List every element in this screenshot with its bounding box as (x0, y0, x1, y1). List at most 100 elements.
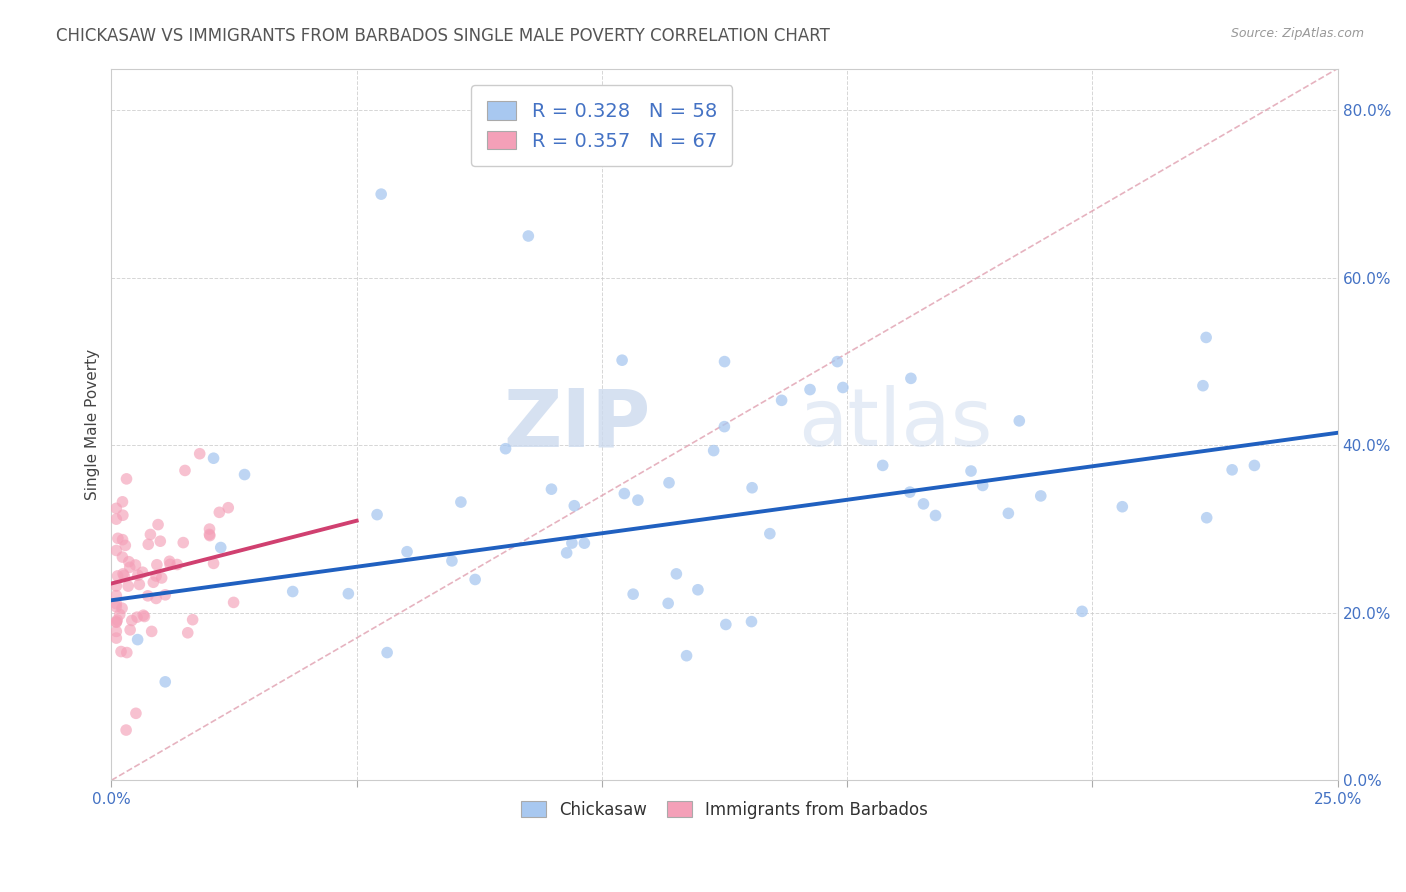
Point (132, 608, 155, 623)
Point (675, 648, 697, 663)
Point (128, 577, 150, 591)
Point (1195, 330, 1218, 344)
Point (155, 588, 177, 602)
Point (495, 442, 517, 456)
Point (139, 527, 162, 541)
Point (464, 573, 486, 587)
Point (166, 558, 188, 572)
Point (540, 482, 562, 496)
Point (108, 607, 131, 622)
Point (375, 646, 398, 660)
Point (136, 589, 159, 603)
Point (131, 565, 153, 579)
Point (1192, 378, 1215, 392)
Point (155, 674, 177, 689)
Point (120, 623, 142, 637)
Point (198, 522, 221, 536)
Point (562, 499, 585, 513)
Point (115, 646, 138, 660)
Point (105, 589, 128, 603)
Point (125, 706, 148, 721)
Point (149, 534, 172, 549)
Point (105, 599, 128, 614)
Point (613, 486, 636, 500)
Point (105, 543, 128, 558)
Point (136, 537, 159, 551)
Point (105, 613, 128, 627)
Point (574, 536, 596, 550)
Point (657, 596, 679, 610)
Point (233, 467, 256, 482)
Point (145, 591, 167, 606)
Point (872, 458, 894, 473)
Point (111, 533, 134, 547)
Point (337, 587, 360, 601)
Point (198, 528, 221, 542)
Point (741, 481, 763, 495)
Point (159, 558, 181, 572)
Point (121, 614, 143, 628)
Point (111, 550, 134, 565)
Point (107, 532, 129, 546)
Point (1008, 414, 1031, 428)
Point (713, 354, 735, 368)
Point (145, 569, 167, 583)
Point (972, 478, 994, 492)
Point (912, 497, 935, 511)
Point (105, 631, 128, 645)
Point (115, 472, 138, 486)
Point (142, 575, 165, 590)
Legend: Chickasaw, Immigrants from Barbados: Chickasaw, Immigrants from Barbados (515, 794, 935, 825)
Point (208, 505, 231, 519)
Point (146, 558, 169, 572)
Point (561, 536, 583, 550)
Point (555, 546, 578, 560)
Point (799, 383, 821, 397)
Point (621, 587, 644, 601)
Point (105, 501, 128, 516)
Point (198, 527, 221, 541)
Point (202, 451, 225, 466)
Point (111, 601, 134, 615)
Point (217, 500, 239, 515)
Point (1029, 489, 1052, 503)
Y-axis label: Single Male Poverty: Single Male Poverty (86, 349, 100, 500)
Point (898, 485, 921, 500)
Point (900, 371, 922, 385)
Point (146, 517, 169, 532)
Point (188, 447, 211, 461)
Point (150, 571, 173, 585)
Point (209, 541, 232, 555)
Point (105, 579, 128, 593)
Point (610, 353, 633, 368)
Point (118, 555, 141, 569)
Point (1111, 500, 1133, 514)
Point (831, 380, 853, 394)
Point (665, 566, 688, 581)
Point (127, 632, 149, 647)
Point (713, 419, 735, 434)
Text: atlas: atlas (799, 385, 993, 464)
Point (370, 187, 392, 202)
Point (366, 508, 388, 522)
Point (115, 723, 138, 737)
Point (396, 544, 419, 558)
Point (924, 508, 946, 523)
Point (114, 538, 136, 552)
Point (112, 566, 135, 581)
Point (105, 512, 128, 526)
Point (1071, 604, 1094, 618)
Point (714, 617, 737, 632)
Point (686, 582, 709, 597)
Point (181, 613, 204, 627)
Point (770, 393, 793, 408)
Point (759, 526, 782, 541)
Point (827, 354, 849, 368)
Point (450, 495, 472, 509)
Point (125, 610, 148, 624)
Text: ZIP: ZIP (503, 385, 651, 464)
Point (111, 508, 134, 523)
Point (960, 464, 983, 478)
Point (202, 557, 225, 571)
Point (112, 568, 135, 582)
